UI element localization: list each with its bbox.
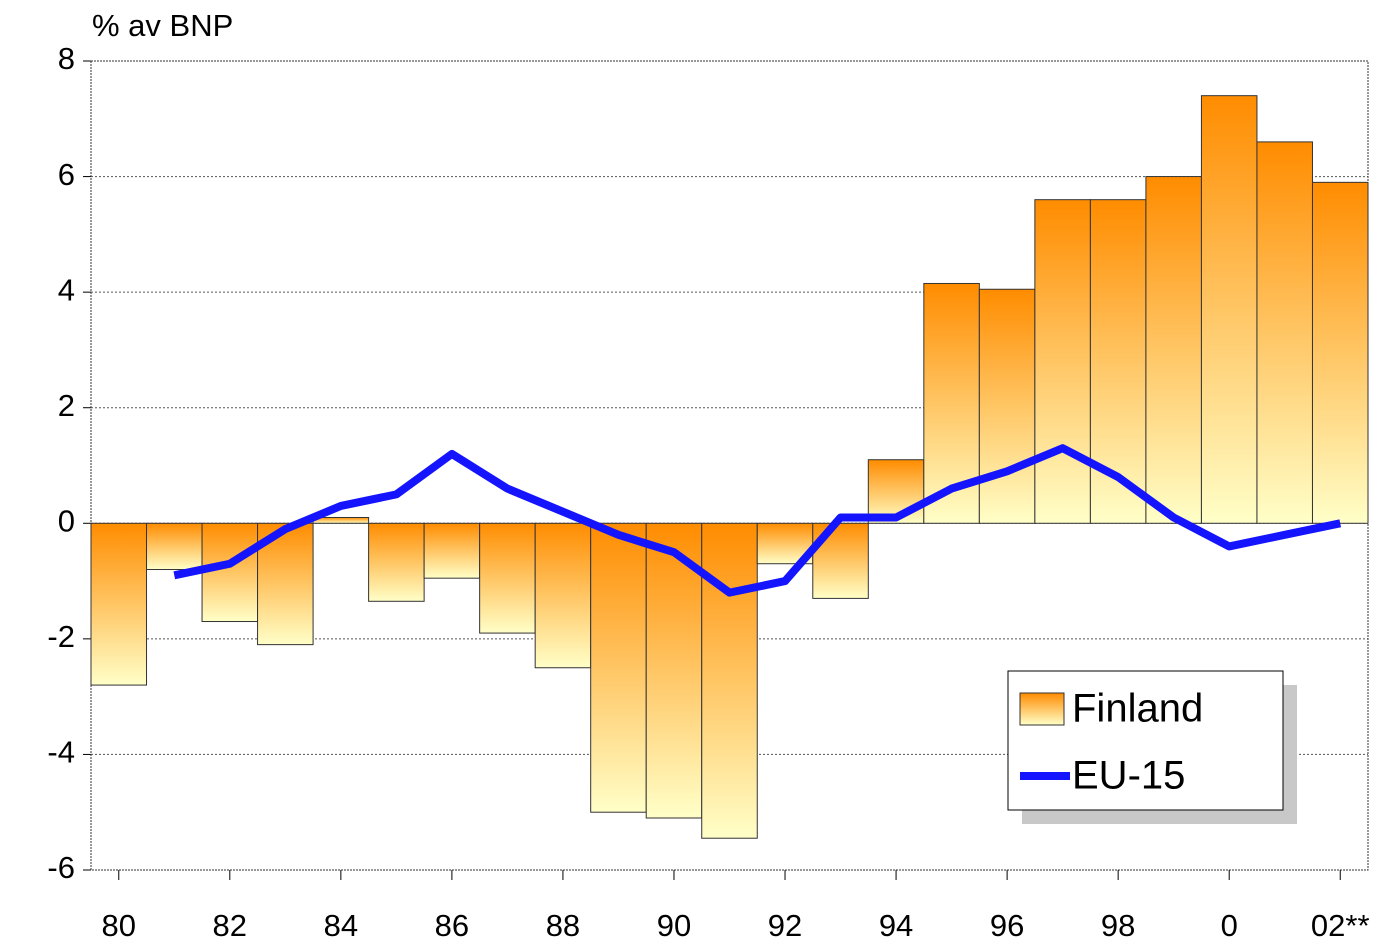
bar [978, 288, 1036, 524]
x-tick-label: 84 [324, 908, 358, 943]
x-tick-label: 02** [1311, 908, 1370, 943]
line [173, 444, 1342, 597]
legend-label: Finland [1072, 687, 1203, 731]
y-tick-label: 2 [58, 388, 75, 423]
bar [479, 522, 536, 634]
y-tick-label: 6 [58, 157, 75, 192]
y-tick-label: 0 [58, 503, 75, 538]
bar [867, 459, 925, 524]
x-tick-label: 82 [213, 908, 247, 943]
bar [368, 522, 425, 602]
bar [423, 522, 481, 579]
x-tick-label: 98 [1101, 908, 1135, 943]
y-tick-label: -4 [47, 735, 75, 770]
y-tick-label: 4 [58, 272, 75, 307]
bar [1200, 95, 1258, 524]
x-tick-label: 92 [768, 908, 802, 943]
bar [90, 522, 148, 686]
bar [146, 522, 203, 571]
bar [312, 517, 370, 524]
bar [201, 522, 259, 623]
bar [701, 522, 758, 839]
y-tick-label: 8 [58, 41, 75, 76]
bar [645, 522, 703, 819]
legend-swatch [1019, 692, 1065, 726]
bar [590, 522, 647, 813]
y-tick-label: -2 [47, 619, 75, 654]
x-tick-label: 88 [546, 908, 580, 943]
bar [534, 522, 592, 669]
x-tick-label: 0 [1221, 908, 1238, 943]
legend-label: EU-15 [1072, 754, 1185, 798]
y-axis-label: % av BNP [92, 8, 233, 43]
bar [1145, 176, 1202, 524]
x-tick-label: 86 [435, 908, 469, 943]
bar [1256, 141, 1313, 524]
bar [1311, 181, 1369, 524]
bar [1034, 199, 1091, 524]
x-tick-label: 94 [879, 908, 913, 943]
x-tick-label: 90 [657, 908, 691, 943]
x-tick-label: 96 [990, 908, 1024, 943]
x-tick-label: 80 [102, 908, 136, 943]
y-tick-label: -6 [47, 850, 75, 885]
